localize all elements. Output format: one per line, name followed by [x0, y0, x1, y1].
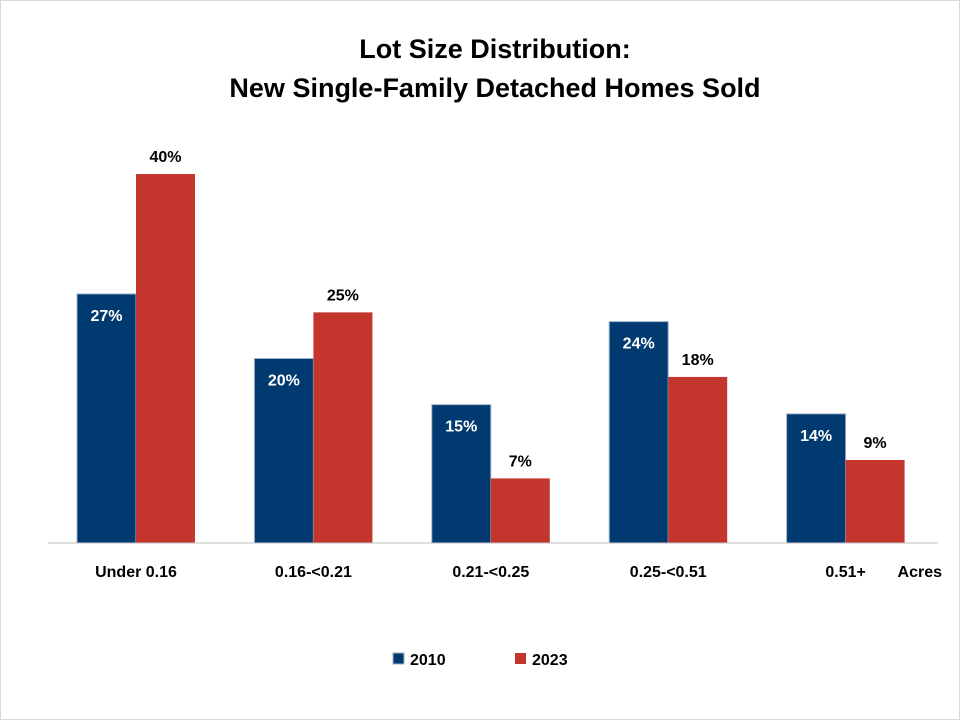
- chart-title-line-2: New Single-Family Detached Homes Sold: [229, 73, 760, 103]
- x-tick-label-4: 0.51+: [825, 564, 865, 581]
- data-label-2023-4: 9%: [864, 435, 887, 452]
- bar-2023-3: [668, 376, 728, 543]
- data-label-2023-1: 25%: [327, 287, 359, 304]
- data-label-2010-2: 15%: [445, 419, 477, 436]
- x-tick-labels: Under 0.16 0.16-<0.21 0.21-<0.25 0.25-<0.51…: [95, 564, 866, 581]
- data-label-2023-2: 7%: [509, 453, 532, 470]
- chart-title-line-1: Lot Size Distribution:: [359, 34, 630, 64]
- x-tick-label-0: Under 0.16: [95, 564, 177, 581]
- data-label-2023-0: 40%: [149, 149, 181, 166]
- bar-2010-0: [76, 293, 137, 544]
- bar-2010-2: [431, 404, 492, 544]
- data-label-2010-0: 27%: [90, 308, 122, 325]
- bar-2023-4: [845, 459, 905, 543]
- x-tick-label-1: 0.16-<0.21: [275, 564, 352, 581]
- bar-2010-1: [253, 358, 314, 544]
- bar-2010-4: [786, 413, 847, 544]
- legend-swatch-2010: [392, 652, 405, 665]
- legend: 2010 2023: [392, 652, 568, 669]
- data-label-2010-3: 24%: [623, 336, 655, 353]
- x-axis-label: Acres: [898, 564, 943, 581]
- legend-label-2023: 2023: [532, 652, 568, 669]
- x-tick-label-3: 0.25-<0.51: [630, 564, 707, 581]
- bar-2010-3: [608, 321, 669, 544]
- data-label-2023-3: 18%: [682, 352, 714, 369]
- bar-2023-1: [313, 312, 373, 543]
- bar-2023-2: [490, 478, 550, 543]
- legend-label-2010: 2010: [410, 652, 446, 669]
- bars-group: 27% 40% 20% 25% 15% 7% 24% 18% 14% 9%: [76, 149, 905, 544]
- x-tick-label-2: 0.21-<0.25: [452, 564, 529, 581]
- data-label-2010-1: 20%: [268, 373, 300, 390]
- data-label-2010-4: 14%: [800, 428, 832, 445]
- bar-2023-0: [136, 174, 195, 543]
- legend-swatch-2023: [515, 653, 526, 664]
